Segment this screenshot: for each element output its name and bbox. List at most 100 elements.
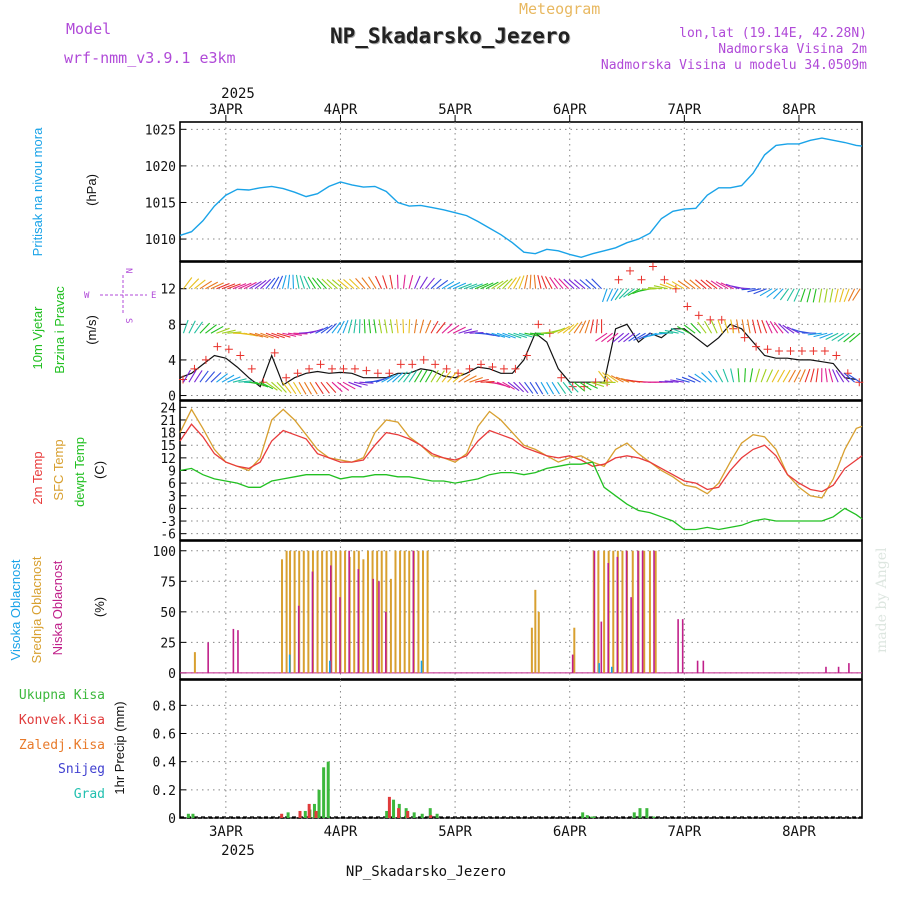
wind-label-1: 10m Vjetar xyxy=(30,306,45,370)
panel-precip: 0 0.2 0.4 0.6 0.8 xyxy=(153,679,863,827)
y-tick-label: 4 xyxy=(168,354,176,369)
conv-precip-bar xyxy=(280,813,284,818)
wind-barb xyxy=(544,276,553,289)
wind-barb xyxy=(254,279,267,290)
wind-barb xyxy=(265,332,280,339)
wind-barb xyxy=(710,280,723,290)
wind-barb xyxy=(568,279,580,290)
wind-barb xyxy=(295,274,300,289)
wind-barb xyxy=(188,369,197,383)
wind-barb xyxy=(529,381,539,395)
mid-cloud-bar xyxy=(421,550,424,673)
wind-barb xyxy=(671,281,685,290)
wind-gust-marker xyxy=(511,364,520,373)
compass-s: S xyxy=(123,318,133,323)
wind-barb xyxy=(615,376,630,383)
wind-gust-marker xyxy=(293,369,302,378)
y-tick-label: 0.6 xyxy=(153,728,176,743)
y-tick-label: 0 xyxy=(168,812,176,827)
cloud-label-2: Srednja Oblacnost xyxy=(29,556,44,663)
wind-barb xyxy=(590,381,605,388)
low-cloud-bar xyxy=(232,628,235,673)
y-tick-label: 1010 xyxy=(145,233,176,248)
mid-cloud-bar xyxy=(281,559,284,673)
mid-cloud-bar xyxy=(334,550,337,673)
mid-cloud-bar xyxy=(534,589,537,673)
wind-barb xyxy=(633,332,646,341)
wind-gust-marker xyxy=(213,342,222,351)
legend-snow: Snijeg xyxy=(58,762,105,777)
wind-barb xyxy=(210,372,222,383)
wind-barb xyxy=(361,277,371,290)
wind-barb xyxy=(653,332,668,335)
low-cloud-bar xyxy=(681,619,684,673)
wind-barb xyxy=(491,332,506,338)
wind-barb xyxy=(441,280,455,290)
wind-barb xyxy=(232,378,247,383)
wind-barb xyxy=(216,283,230,290)
wind-barb xyxy=(199,322,211,334)
wind-gust-marker xyxy=(465,364,474,373)
wind-barb xyxy=(664,329,679,334)
temp-unit: (C) xyxy=(92,461,107,479)
wind-barb xyxy=(648,286,663,290)
wind-barb xyxy=(368,276,377,290)
mid-cloud-bar xyxy=(302,550,305,673)
wind-barb xyxy=(343,279,355,290)
model-label: Model xyxy=(66,20,111,38)
total-precip-bar xyxy=(420,813,424,818)
wind-gust-marker xyxy=(832,351,841,360)
total-precip-bar xyxy=(428,808,432,818)
total-precip-bar xyxy=(191,813,195,818)
wind-barb xyxy=(276,275,284,289)
mid-cloud-bar xyxy=(631,550,634,673)
wind-barb xyxy=(389,319,394,334)
wind-barb xyxy=(518,275,525,289)
wind-barb xyxy=(700,279,712,290)
wind-barb xyxy=(199,370,209,383)
wind-gust-marker xyxy=(396,360,405,369)
mid-cloud-bar xyxy=(408,550,411,673)
mid-cloud-bar xyxy=(289,550,292,673)
wind-barb xyxy=(425,369,434,383)
wind-barb xyxy=(397,371,408,383)
wind-barb xyxy=(546,381,555,395)
wind-barb xyxy=(610,375,624,383)
wind-gust-marker xyxy=(752,342,761,351)
wind-barb xyxy=(723,319,729,334)
wind-barb xyxy=(852,288,861,301)
wind-gust-marker xyxy=(431,360,440,369)
wind-barb xyxy=(573,279,586,290)
wind-barb xyxy=(485,281,499,290)
wind-barb xyxy=(414,369,423,383)
y-tick-label: -3 xyxy=(160,515,176,530)
wind-barb xyxy=(541,275,548,289)
wind-gust-marker xyxy=(797,347,806,356)
y-tick-label: 0 xyxy=(168,667,176,682)
wind-gust-marker xyxy=(385,369,394,378)
low-cloud-bar xyxy=(412,550,415,673)
wind-barb xyxy=(496,381,511,389)
wind-barb xyxy=(238,380,253,383)
wind-barb xyxy=(419,319,425,334)
wind-barb xyxy=(710,320,718,334)
wind-barb xyxy=(848,374,861,383)
mid-cloud-bar xyxy=(316,550,319,673)
wind-barb xyxy=(436,370,445,383)
wind-barb xyxy=(579,279,591,290)
wind-barb xyxy=(221,374,235,383)
wind-barb xyxy=(689,279,701,290)
wind-gust-marker xyxy=(786,347,795,356)
wind-barb xyxy=(675,378,690,383)
y-tick-label: 0.2 xyxy=(153,784,176,799)
wind-gust-marker xyxy=(648,262,657,271)
wind-barb xyxy=(221,283,236,290)
panel-frame xyxy=(179,679,863,819)
wind-barb xyxy=(316,278,327,290)
legend-total: Ukupna Kisa xyxy=(19,688,105,703)
mid-cloud-bar xyxy=(426,550,429,673)
wind-barb xyxy=(551,381,560,395)
y-tick-label: 1020 xyxy=(145,160,176,175)
compass-n: N xyxy=(123,268,133,273)
wind-barb xyxy=(414,275,421,289)
